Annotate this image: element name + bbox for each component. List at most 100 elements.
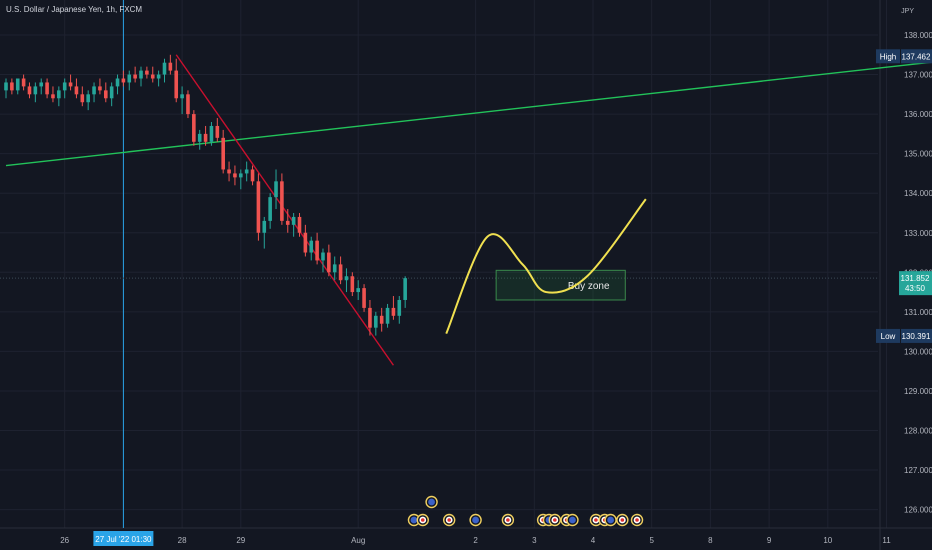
time-axis: 262829Aug2345891011121527 Jul '22 01:30 (60, 531, 891, 546)
high-tag-label: High (880, 52, 896, 61)
candle-body (221, 137, 225, 170)
candle-body (285, 220, 290, 225)
candle-body (397, 299, 402, 316)
y-tick-label: 134.000 (904, 189, 932, 198)
event-flag-dot (420, 518, 425, 522)
candle-body (321, 252, 325, 261)
candles (4, 54, 407, 336)
buy-zone[interactable]: Buy zone (495, 269, 626, 301)
buy-zone-label: Buy zone (568, 281, 610, 292)
candle-body (51, 94, 55, 99)
y-tick-label: 133.000 (904, 229, 932, 238)
x-tick-label: 2 (473, 536, 478, 545)
candle-body (186, 94, 190, 115)
event-flag-inner (569, 516, 576, 524)
y-tick-label: 128.000 (904, 427, 932, 436)
y-tick-label: 138.000 (904, 31, 932, 40)
candle-body (368, 307, 372, 328)
event-flag-inner (472, 516, 479, 524)
candle-body (80, 94, 85, 103)
trendline-support[interactable] (5, 51, 932, 167)
candle-body (115, 78, 120, 87)
trendline-resistance[interactable] (175, 54, 394, 366)
candle-body (174, 70, 179, 99)
candle-body (192, 114, 196, 142)
candle-body (103, 90, 108, 99)
candle-body (268, 197, 272, 221)
event-flag-dot (620, 518, 625, 522)
candle-body (256, 181, 261, 233)
low-badge (901, 328, 932, 343)
y-tick-label: 131.000 (904, 308, 932, 317)
candle-body (145, 70, 149, 75)
candle-body (274, 181, 278, 198)
candle-body (45, 82, 49, 95)
candle-body (309, 240, 314, 253)
candle-body (356, 288, 360, 293)
x-tick-label: 10 (823, 536, 832, 545)
candle-body (197, 133, 202, 142)
y-tick-label: 126.000 (904, 506, 932, 515)
last-price-badge (899, 271, 932, 296)
candle-body (209, 125, 214, 142)
candle-body (297, 216, 302, 233)
candle-body (98, 86, 102, 91)
economic-events[interactable] (407, 495, 644, 527)
candle-body (109, 86, 114, 99)
candle-body (374, 315, 378, 328)
candle-body (168, 62, 173, 71)
y-tick-label: 135.000 (904, 150, 932, 159)
candle-body (139, 70, 143, 79)
x-tick-label: 11 (882, 536, 891, 545)
high-value: 137.462 (902, 52, 931, 61)
candle-body (344, 276, 349, 281)
x-tick-label: 3 (532, 536, 537, 545)
low-tag (876, 328, 900, 343)
candle-body (15, 78, 20, 91)
low-tag-label: Low (881, 332, 896, 341)
candle-body (315, 240, 319, 261)
candle-body (180, 94, 184, 99)
candle-body (391, 307, 396, 316)
event-flag-dot (594, 518, 598, 522)
candle-body (215, 125, 220, 138)
event-flag-dot (447, 518, 451, 522)
candle-body (362, 288, 366, 308)
candle-body (203, 133, 208, 142)
crosshair-date-label: 27 Jul '22 01:30 (95, 535, 152, 544)
event-flag-dot (635, 518, 639, 522)
candle-body (227, 169, 231, 174)
candle-body (86, 94, 90, 103)
candle-body (10, 82, 14, 91)
candle-body (121, 78, 126, 83)
candle-body (68, 82, 73, 87)
candle-body (350, 276, 355, 293)
y-tick-label: 137.000 (904, 71, 932, 80)
y-tick-label: 127.000 (904, 466, 932, 475)
countdown-value: 43:50 (905, 284, 926, 293)
candle-body (244, 169, 249, 174)
x-tick-label: 26 (60, 536, 69, 545)
candle-body (133, 74, 137, 79)
candle-body (233, 173, 237, 178)
candle-body (4, 82, 8, 91)
crosshair-date-badge (93, 531, 154, 546)
candle-body (92, 86, 96, 95)
trendlines[interactable] (5, 51, 932, 366)
buy-zone-rect[interactable] (495, 269, 626, 301)
projection-path[interactable] (445, 198, 647, 334)
x-tick-label: 28 (178, 536, 187, 545)
candle-body (127, 74, 132, 83)
candle-body (33, 86, 38, 95)
last-price-value: 131.852 (901, 274, 930, 283)
y-tick-label: 136.000 (904, 110, 932, 119)
candle-body (239, 173, 243, 178)
candle-body (385, 307, 390, 324)
candle-body (74, 86, 79, 95)
candle-body (332, 264, 337, 273)
projection-curve[interactable] (445, 198, 647, 334)
candle-body (39, 82, 44, 87)
x-tick-label: Aug (351, 536, 365, 545)
